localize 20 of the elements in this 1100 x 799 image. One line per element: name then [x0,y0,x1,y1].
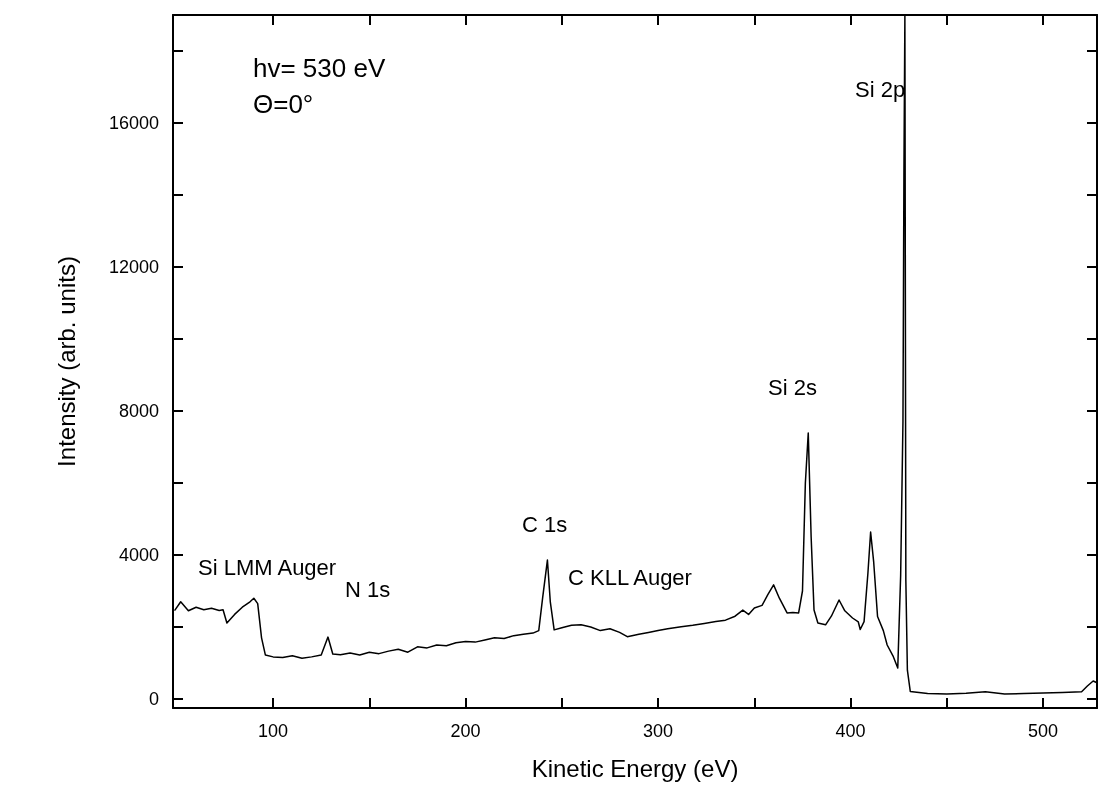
annotation: Θ=0° [253,89,314,119]
x-axis-title: Kinetic Energy (eV) [531,754,739,782]
annotation: Si 2p [855,76,906,102]
x-tick-label: 100 [258,721,289,741]
y-tick-label: 4000 [118,545,159,565]
annotation: hv= 530 eV [253,53,386,83]
annotation: C KLL Auger [568,564,692,590]
annotation: N 1s [345,576,391,602]
annotation: C 1s [522,511,568,537]
y-axis-title: Intensity (arb. units) [52,256,80,467]
annotation: Si 2s [768,374,817,400]
x-tick-label: 200 [450,721,481,741]
y-tick-label: 16000 [108,113,159,133]
y-tick-label: 0 [148,689,159,709]
annotation: Si LMM Auger [198,554,337,580]
y-tick-label: 8000 [118,401,159,421]
y-tick-label: 12000 [108,257,159,277]
x-tick-label: 400 [835,721,866,741]
x-tick-label: 300 [643,721,674,741]
x-tick-label: 500 [1028,721,1059,741]
